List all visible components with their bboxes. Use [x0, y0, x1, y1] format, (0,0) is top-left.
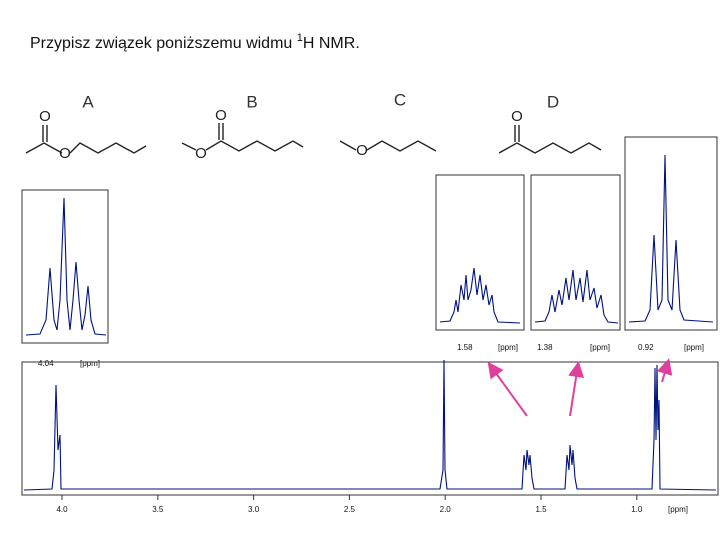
inset-box	[624, 136, 718, 331]
inset-spectrum	[534, 269, 619, 324]
inset-shift: 4.04	[38, 359, 54, 368]
x-tick-label: 2.5	[344, 505, 356, 514]
arrow	[568, 361, 585, 417]
bonds	[25, 125, 147, 154]
inset-unit: [ppm]	[590, 343, 610, 352]
inset-box	[530, 174, 621, 331]
inset-shift: 1.38	[537, 343, 553, 352]
x-tick-label: 1.5	[535, 505, 547, 514]
inset-spectrum	[628, 154, 714, 323]
atom: O	[195, 145, 207, 162]
structure-label: A	[82, 92, 94, 111]
spectrum	[23, 359, 717, 491]
bonds	[181, 123, 304, 152]
inset-unit: [ppm]	[80, 359, 100, 368]
title: Przypisz związek poniższemu widmu 1H NMR…	[30, 32, 360, 52]
inset-unit: [ppm]	[498, 343, 518, 352]
x-tick-label: 4.0	[56, 505, 68, 514]
arrow	[487, 361, 528, 417]
x-tick-label: 2.0	[440, 505, 452, 514]
atom: O	[59, 145, 71, 162]
x-tick-label: 3.5	[152, 505, 164, 514]
arrow	[656, 358, 673, 383]
x-axis-unit: [ppm]	[668, 505, 688, 514]
atom: O	[215, 107, 227, 124]
x-tick-label: 1.0	[631, 505, 643, 514]
x-tick-label: 3.0	[248, 505, 260, 514]
inset-box	[21, 189, 109, 344]
atom: O	[39, 108, 51, 125]
bonds	[498, 125, 602, 154]
inset-shift: 1.58	[457, 343, 473, 352]
x-axis: 4.0 3.5 3.0 2.5 2.0 1.5 1.0	[56, 495, 643, 514]
inset-box	[435, 174, 525, 331]
structure-label: D	[547, 92, 559, 111]
inset-unit: [ppm]	[684, 343, 704, 352]
bonds	[339, 140, 437, 152]
inset-shift: 0.92	[638, 343, 654, 352]
inset-spectrum	[439, 267, 521, 324]
atom: O	[356, 142, 368, 159]
atom: O	[511, 108, 523, 125]
inset-spectrum	[25, 197, 107, 336]
spectrum-box	[21, 361, 719, 496]
structure-label: C	[394, 90, 406, 109]
structure-label: B	[246, 92, 257, 111]
